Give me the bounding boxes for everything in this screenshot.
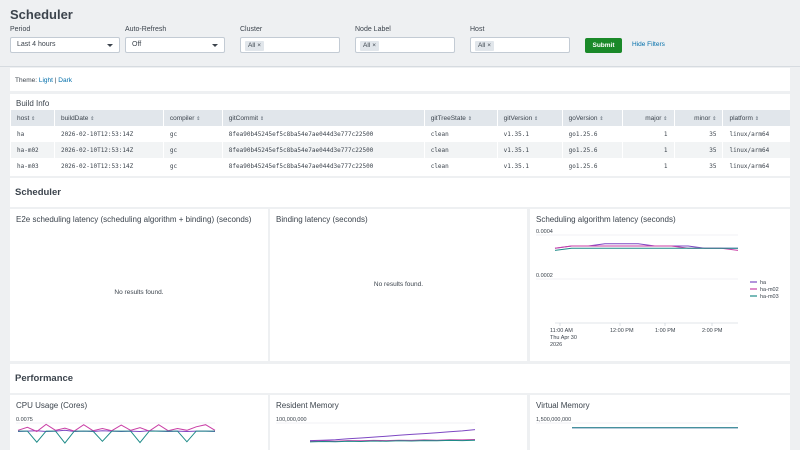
close-icon[interactable]: × [487, 42, 492, 49]
sort-icon: ⇕ [712, 115, 717, 122]
period-label: Period [10, 26, 31, 33]
virtual-memory-chart[interactable]: 1,500,000,000 [530, 395, 790, 450]
panel-title: Binding latency (seconds) [276, 215, 368, 224]
sort-icon: ⇕ [196, 115, 201, 122]
algorithm-latency-panel: Scheduling algorithm latency (seconds) 0… [530, 209, 790, 361]
y-tick-label: 1,500,000,000 [536, 417, 571, 423]
series-line-ha [309, 429, 476, 442]
column-header-builddate[interactable]: buildDate ⇕ [53, 110, 164, 126]
theme-switcher: Theme: Light | Dark [15, 77, 72, 84]
node-label-chip[interactable]: All × [360, 41, 380, 51]
theme-separator: | [54, 77, 57, 84]
build-info-title: Build Info [16, 99, 50, 108]
panel-title: Virtual Memory [536, 401, 590, 410]
column-header-gittreestate[interactable]: gitTreeState ⇕ [423, 110, 498, 126]
series-line-ha-m03 [309, 439, 476, 443]
divider [0, 66, 800, 67]
series-line-ha-m02 [17, 423, 216, 433]
performance-section-header: Performance [10, 364, 790, 393]
virtual-memory-panel: Virtual Memory 1,500,000,000 [530, 395, 790, 450]
resident-memory-panel: Resident Memory 100,000,000 [270, 395, 527, 450]
column-header-host[interactable]: host ⇕ [10, 110, 55, 126]
filter-bar: Scheduler Period Last 4 hours Auto-Refre… [0, 0, 800, 67]
x-tick-label: 12:00 PM [610, 328, 634, 334]
node-label-multiselect[interactable]: All × [355, 37, 455, 53]
sort-icon: ⇕ [31, 115, 36, 122]
section-title: Performance [15, 373, 74, 384]
section-title: Scheduler [15, 187, 61, 198]
sort-icon: ⇕ [534, 115, 539, 122]
table-row: ha-m03 2026-02-10T12:53:14Z gc 8fea90b45245… [10, 158, 790, 174]
resident-memory-chart[interactable]: 100,000,000 [270, 395, 527, 450]
legend-item: ha-m02 [760, 287, 779, 293]
period-value: Last 4 hours [17, 41, 56, 48]
table-row: ha-m02 2026-02-10T12:53:14Z gc 8fea90b45245… [10, 142, 790, 158]
panel-title: E2e scheduling latency (scheduling algor… [16, 215, 252, 224]
theme-light-link[interactable]: Light [38, 77, 53, 84]
y-tick-label: 100,000,000 [276, 417, 307, 423]
auto-refresh-dropdown[interactable]: Off [125, 37, 225, 53]
page-title: Scheduler [10, 7, 73, 22]
sort-icon: ⇕ [467, 115, 472, 122]
sort-icon: ⇕ [259, 115, 265, 122]
host-chip[interactable]: All × [475, 41, 495, 51]
series-line-ha-m03 [554, 247, 738, 251]
y-tick-label: 0.0075 [16, 417, 33, 423]
build-info-panel: Build Info host ⇕ buildDate ⇕ compiler ⇕… [10, 94, 790, 176]
no-results-message: No results found. [114, 289, 164, 296]
node-label-label: Node Label [355, 26, 391, 33]
column-header-platform[interactable]: platform ⇕ [722, 110, 790, 126]
cluster-multiselect[interactable]: All × [240, 37, 340, 53]
sort-icon: ⇕ [663, 115, 668, 122]
panel-title: Scheduling algorithm latency (seconds) [536, 215, 676, 224]
auto-refresh-value: Off [132, 41, 142, 48]
y-tick-label: 0.0002 [536, 273, 553, 279]
cpu-usage-panel: CPU Usage (Cores) 0.0075 [10, 395, 268, 450]
cluster-label: Cluster [240, 26, 263, 33]
column-header-gitversion[interactable]: gitVersion ⇕ [496, 110, 563, 126]
column-header-major[interactable]: major ⇕ [621, 110, 674, 126]
hide-filters-link[interactable]: Hide Filters [632, 41, 665, 48]
y-tick-label: 0.0004 [536, 229, 553, 235]
x-tick-label: 11:00 AM Thu Apr 30 2026 [550, 328, 577, 348]
sort-icon: ⇕ [90, 115, 95, 122]
build-info-table: host ⇕ buildDate ⇕ compiler ⇕ gitCommit … [10, 110, 790, 174]
sort-icon: ⇕ [599, 115, 604, 122]
sort-icon: ⇕ [754, 115, 759, 122]
cluster-chip[interactable]: All × [245, 41, 265, 51]
binding-latency-panel: Binding latency (seconds) No results fou… [270, 209, 527, 361]
no-results-message: No results found. [373, 281, 424, 288]
legend-item: ha [760, 280, 767, 286]
column-header-goversion[interactable]: goVersion ⇕ [561, 110, 623, 126]
submit-button[interactable]: Submit [585, 38, 622, 53]
chevron-down-icon [212, 44, 218, 47]
cpu-usage-chart[interactable]: 0.0075 [10, 395, 268, 450]
auto-refresh-label: Auto-Refresh [125, 26, 167, 33]
close-icon[interactable]: × [257, 42, 262, 49]
chevron-down-icon [107, 44, 113, 47]
x-tick-label: 1:00 PM [655, 328, 676, 334]
scheduler-section-header: Scheduler [10, 178, 790, 207]
x-tick-label: 2:00 PM [702, 328, 723, 334]
panel-title: CPU Usage (Cores) [16, 401, 88, 410]
panel-title: Resident Memory [276, 401, 339, 410]
theme-label: Theme: [15, 77, 38, 84]
theme-dark-link[interactable]: Dark [58, 77, 73, 84]
column-header-gitcommit[interactable]: gitCommit ⇕ [221, 110, 425, 126]
series-line-ha-m03 [18, 430, 215, 444]
e2e-latency-panel: E2e scheduling latency (scheduling algor… [10, 209, 268, 361]
close-icon[interactable]: × [372, 42, 377, 49]
host-multiselect[interactable]: All × [470, 37, 570, 53]
column-header-compiler[interactable]: compiler ⇕ [162, 110, 223, 126]
host-label: Host [470, 26, 485, 33]
column-header-minor[interactable]: minor ⇕ [673, 110, 723, 126]
period-dropdown[interactable]: Last 4 hours [10, 37, 120, 53]
algorithm-latency-chart[interactable]: 0.0004 0.0002 11:00 AM Thu Apr 30 2026 12:00 … [530, 209, 790, 361]
theme-panel: Theme: Light | Dark [10, 68, 790, 91]
legend-item: ha-m03 [760, 294, 779, 300]
table-row: ha 2026-02-10T12:53:14Z gc 8fea90b45245ef5c… [10, 126, 790, 142]
